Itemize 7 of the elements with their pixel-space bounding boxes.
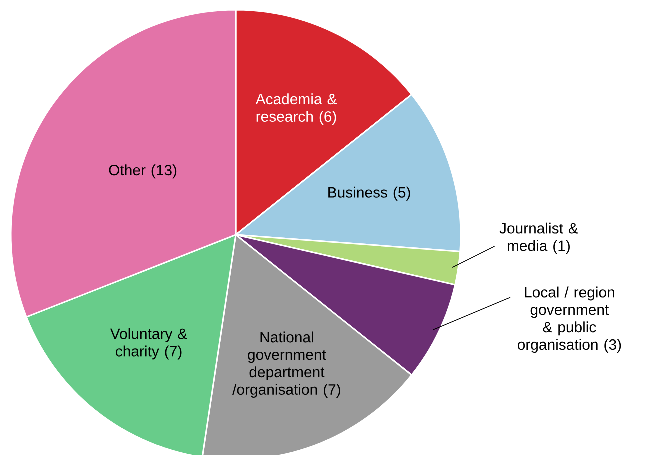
slice-label: Voluntary & charity (7) [110, 328, 188, 360]
slice-label: Business (5) [328, 186, 410, 201]
slice-label: Other (13) [109, 164, 177, 179]
slice-label: Journalist & media (1) [500, 222, 578, 254]
slice-label: Local / region government & public organisation (3) [518, 286, 622, 354]
slice-label: National government department /organisation (7) [232, 332, 340, 398]
slice-label: Academia & research (6) [256, 94, 337, 125]
